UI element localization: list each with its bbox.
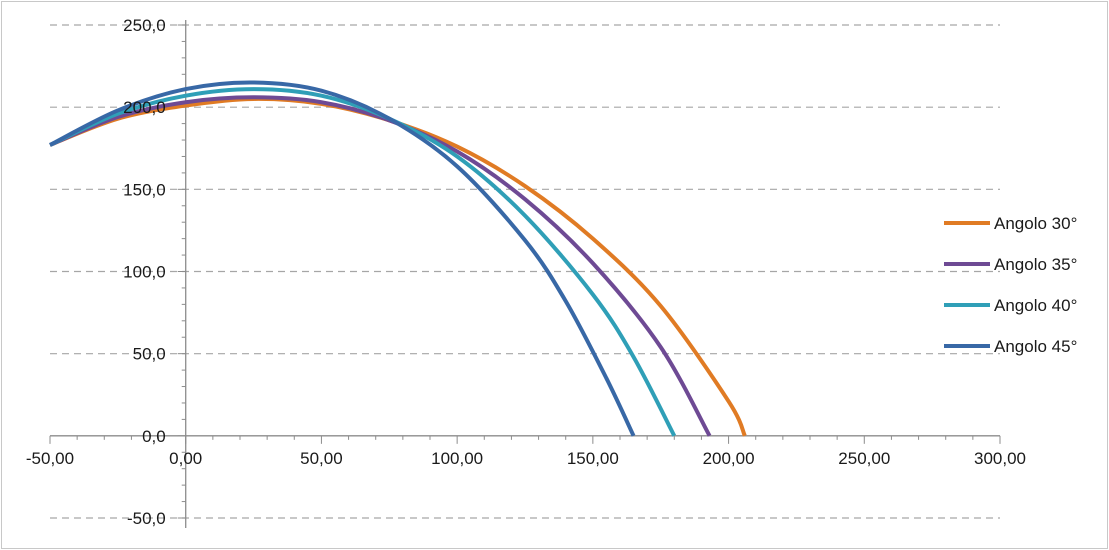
x-tick-label: -50,00 xyxy=(26,449,74,468)
legend: Angolo 30° Angolo 35° Angolo 40° Angolo 45° xyxy=(944,214,1077,356)
legend-label-4: Angolo 45° xyxy=(994,337,1077,356)
y-tick-label: 100,0 xyxy=(123,263,166,282)
x-tick-label: 200,00 xyxy=(703,449,755,468)
series-layer xyxy=(49,80,747,437)
x-tick-label: 300,00 xyxy=(974,449,1026,468)
y-tick-label: 250,0 xyxy=(123,16,166,35)
axis-layer xyxy=(49,20,1001,528)
legend-label-3: Angolo 40° xyxy=(994,296,1077,315)
x-tick-label: 50,00 xyxy=(300,449,343,468)
y-tick-label: 150,0 xyxy=(123,180,166,199)
legend-label-1: Angolo 30° xyxy=(994,214,1077,233)
y-tick-label: 200,0 xyxy=(123,98,166,117)
y-tick-label: 50,0 xyxy=(133,345,166,364)
grid-layer xyxy=(50,24,1000,519)
y-tick-label: -50,0 xyxy=(127,509,166,528)
series-line-1 xyxy=(49,96,747,437)
x-tick-label: 0,00 xyxy=(169,449,202,468)
tick-label-layer: -50,00 0,00 50,00 100,00 150,00 200,00 250,00 3… xyxy=(26,16,1026,528)
legend-label-2: Angolo 35° xyxy=(994,255,1077,274)
x-tick-label: 150,00 xyxy=(567,449,619,468)
x-tick-label: 100,00 xyxy=(431,449,483,468)
series-line-4 xyxy=(49,80,636,437)
x-tick-label: 250,00 xyxy=(838,449,890,468)
y-tick-label: 0,0 xyxy=(142,427,166,446)
